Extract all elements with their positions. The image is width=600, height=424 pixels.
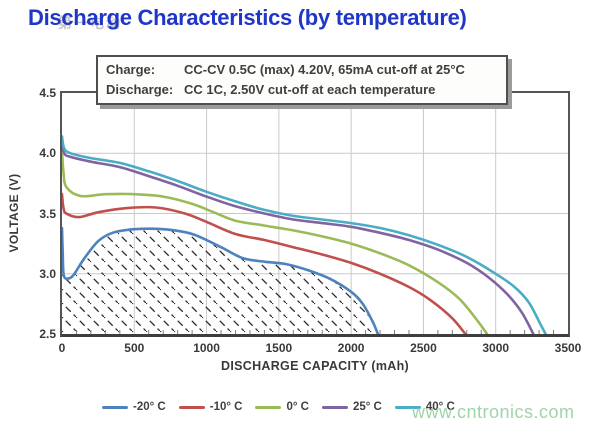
series-line--20c: [62, 226, 380, 334]
legend-swatch: [394, 405, 421, 409]
x-tick-500: 500: [124, 341, 145, 355]
info-label-discharge: Discharge:: [106, 82, 174, 98]
legend-swatch: [321, 405, 348, 409]
legend-swatch: [102, 405, 128, 409]
x-axis-title: DISCHARGE CAPACITY (mAh): [221, 359, 409, 373]
y-tick-2.5: 2.5: [39, 327, 56, 341]
y-tick-4.0: 4.0: [39, 146, 56, 161]
series-line--10c: [62, 192, 467, 334]
plot-svg: [62, 93, 568, 334]
y-axis-title: VOLTAGE (V): [7, 173, 21, 253]
x-tick-2500: 2500: [410, 341, 437, 355]
legend-item-25c: 25° C: [321, 401, 382, 413]
y-tick-3.0: 3.0: [39, 266, 56, 281]
x-tick-1000: 1000: [193, 341, 220, 355]
x-tick-0: 0: [58, 341, 66, 355]
y-tick-4.5: 4.5: [39, 86, 56, 100]
legend-label: 25° C: [352, 401, 382, 413]
x-tick-3000: 3000: [482, 341, 510, 355]
x-axis-minor-ticks: [75, 330, 555, 334]
legend-item--20c: -20° C: [102, 401, 166, 413]
hatched-region: [62, 228, 378, 334]
legend: -20° C -10° C 0° C 25° C 40° C: [102, 401, 455, 413]
legend-label: -20° C: [133, 401, 166, 413]
x-tick-1500: 1500: [265, 341, 293, 355]
info-row-discharge: Discharge: CC 1C, 2.50V cut-off at each …: [106, 80, 498, 100]
legend-item-40c: 40° C: [394, 401, 455, 413]
y-tick-3.5: 3.5: [39, 206, 56, 221]
series-line-40c: [62, 135, 547, 334]
legend-label: 0° C: [286, 401, 309, 413]
info-label-charge: Charge:: [106, 62, 156, 77]
plot-area: [60, 91, 570, 337]
legend-swatch: [255, 405, 282, 409]
legend-item--10c: -10° C: [178, 401, 243, 413]
legend-label: 40° C: [425, 401, 455, 413]
page-title: Discharge Characteristics (by temperatur…: [28, 5, 467, 30]
info-text-discharge: CC 1C, 2.50V cut-off at each temperature: [184, 82, 436, 98]
info-text-charge: CC-CV 0.5C (max) 4.20V, 65mA cut-off at …: [184, 62, 465, 77]
legend-swatch: [178, 405, 205, 409]
series-line-25c: [62, 139, 535, 334]
info-row-charge: Charge: CC-CV 0.5C (max) 4.20V, 65mA cut…: [106, 60, 498, 80]
x-tick-3500: 3500: [554, 341, 582, 355]
legend-label: -10° C: [209, 401, 243, 413]
charge-info-box: Charge: CC-CV 0.5C (max) 4.20V, 65mA cut…: [96, 55, 508, 106]
watermark-bottom: www.cntronics.com: [412, 402, 575, 422]
series-lines: [62, 135, 547, 334]
series-line-0c: [62, 149, 489, 334]
legend-item-0c: 0° C: [255, 401, 309, 413]
x-tick-2000: 2000: [337, 341, 365, 355]
watermark-top: 第一电动: [58, 15, 122, 31]
